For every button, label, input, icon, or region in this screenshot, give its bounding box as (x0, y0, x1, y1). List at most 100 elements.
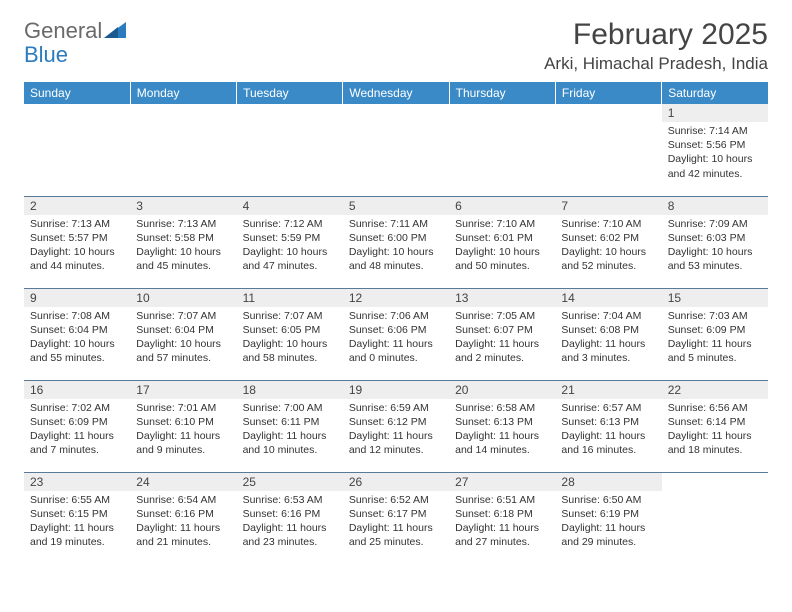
day-details: Sunrise: 7:11 AMSunset: 6:00 PMDaylight:… (343, 215, 449, 278)
calendar-day-cell: 11Sunrise: 7:07 AMSunset: 6:05 PMDayligh… (237, 288, 343, 380)
sunset-line: Sunset: 6:08 PM (561, 323, 655, 337)
calendar-table: SundayMondayTuesdayWednesdayThursdayFrid… (24, 82, 768, 564)
sunrise-line: Sunrise: 7:09 AM (668, 217, 762, 231)
daylight-line: Daylight: 11 hours and 21 minutes. (136, 521, 230, 549)
calendar-day-cell: 12Sunrise: 7:06 AMSunset: 6:06 PMDayligh… (343, 288, 449, 380)
calendar-week-row: 23Sunrise: 6:55 AMSunset: 6:15 PMDayligh… (24, 472, 768, 564)
day-number: 27 (449, 473, 555, 491)
calendar-week-row: 1Sunrise: 7:14 AMSunset: 5:56 PMDaylight… (24, 104, 768, 196)
calendar-day-cell: 14Sunrise: 7:04 AMSunset: 6:08 PMDayligh… (555, 288, 661, 380)
weekday-header-row: SundayMondayTuesdayWednesdayThursdayFrid… (24, 82, 768, 104)
weekday-header: Thursday (449, 82, 555, 104)
day-number: 25 (237, 473, 343, 491)
day-number: 16 (24, 381, 130, 399)
sunset-line: Sunset: 6:05 PM (243, 323, 337, 337)
daylight-line: Daylight: 11 hours and 23 minutes. (243, 521, 337, 549)
calendar-day-cell: 15Sunrise: 7:03 AMSunset: 6:09 PMDayligh… (662, 288, 768, 380)
daylight-line: Daylight: 10 hours and 52 minutes. (561, 245, 655, 273)
sunset-line: Sunset: 6:14 PM (668, 415, 762, 429)
logo-text-general: General (24, 18, 102, 44)
day-details: Sunrise: 7:14 AMSunset: 5:56 PMDaylight:… (662, 122, 768, 185)
calendar-day-cell: 13 Sunrise: 7:05 AMSunset: 6:07 PMDayligh… (449, 288, 555, 380)
daylight-line: Daylight: 11 hours and 0 minutes. (349, 337, 443, 365)
day-number: 20 (449, 381, 555, 399)
sunrise-line: Sunrise: 7:12 AM (243, 217, 337, 231)
day-details: Sunrise: 6:58 AMSunset: 6:13 PMDaylight:… (449, 399, 555, 462)
sunset-line: Sunset: 6:11 PM (243, 415, 337, 429)
day-details: Sunrise: 7:00 AMSunset: 6:11 PMDaylight:… (237, 399, 343, 462)
calendar-day-cell: 17Sunrise: 7:01 AMSunset: 6:10 PMDayligh… (130, 380, 236, 472)
calendar-week-row: 16Sunrise: 7:02 AMSunset: 6:09 PMDayligh… (24, 380, 768, 472)
sunrise-line: Sunrise: 7:05 AM (455, 309, 549, 323)
daylight-line: Daylight: 10 hours and 45 minutes. (136, 245, 230, 273)
calendar-day-cell: 22Sunrise: 6:56 AMSunset: 6:14 PMDayligh… (662, 380, 768, 472)
sunset-line: Sunset: 6:09 PM (30, 415, 124, 429)
daylight-line: Daylight: 11 hours and 2 minutes. (455, 337, 549, 365)
daylight-line: Daylight: 11 hours and 16 minutes. (561, 429, 655, 457)
logo: General (24, 18, 126, 44)
calendar-day-cell: 18Sunrise: 7:00 AMSunset: 6:11 PMDayligh… (237, 380, 343, 472)
calendar-day-cell: 9Sunrise: 7:08 AMSunset: 6:04 PMDaylight… (24, 288, 130, 380)
calendar-day-cell: 5Sunrise: 7:11 AMSunset: 6:00 PMDaylight… (343, 196, 449, 288)
daylight-line: Daylight: 11 hours and 18 minutes. (668, 429, 762, 457)
weekday-header: Monday (130, 82, 236, 104)
day-details: Sunrise: 7:12 AMSunset: 5:59 PMDaylight:… (237, 215, 343, 278)
day-number: 13 (449, 289, 555, 307)
day-number: 23 (24, 473, 130, 491)
weekday-header: Wednesday (343, 82, 449, 104)
calendar-day-cell: 24Sunrise: 6:54 AMSunset: 6:16 PMDayligh… (130, 472, 236, 564)
weekday-header: Saturday (662, 82, 768, 104)
day-number: 6 (449, 197, 555, 215)
day-details: Sunrise: 7:01 AMSunset: 6:10 PMDaylight:… (130, 399, 236, 462)
sunset-line: Sunset: 6:13 PM (561, 415, 655, 429)
day-details: Sunrise: 6:56 AMSunset: 6:14 PMDaylight:… (662, 399, 768, 462)
calendar-day-cell: 4Sunrise: 7:12 AMSunset: 5:59 PMDaylight… (237, 196, 343, 288)
sunset-line: Sunset: 6:12 PM (349, 415, 443, 429)
sunset-line: Sunset: 6:09 PM (668, 323, 762, 337)
sunset-line: Sunset: 6:18 PM (455, 507, 549, 521)
sunset-line: Sunset: 6:07 PM (455, 323, 549, 337)
daylight-line: Daylight: 10 hours and 57 minutes. (136, 337, 230, 365)
calendar-day-cell: 19Sunrise: 6:59 AMSunset: 6:12 PMDayligh… (343, 380, 449, 472)
calendar-day-cell (555, 104, 661, 196)
sunrise-line: Sunrise: 7:11 AM (349, 217, 443, 231)
logo-text-blue: Blue (24, 42, 68, 68)
sunrise-line: Sunrise: 7:14 AM (668, 124, 762, 138)
day-details: Sunrise: 7:06 AMSunset: 6:06 PMDaylight:… (343, 307, 449, 370)
day-details: Sunrise: 6:51 AMSunset: 6:18 PMDaylight:… (449, 491, 555, 554)
calendar-day-cell: 6Sunrise: 7:10 AMSunset: 6:01 PMDaylight… (449, 196, 555, 288)
sunrise-line: Sunrise: 7:06 AM (349, 309, 443, 323)
day-details: Sunrise: 6:50 AMSunset: 6:19 PMDaylight:… (555, 491, 661, 554)
daylight-line: Daylight: 10 hours and 48 minutes. (349, 245, 443, 273)
day-details: Sunrise: 6:55 AMSunset: 6:15 PMDaylight:… (24, 491, 130, 554)
daylight-line: Daylight: 11 hours and 9 minutes. (136, 429, 230, 457)
daylight-line: Daylight: 10 hours and 47 minutes. (243, 245, 337, 273)
day-number: 18 (237, 381, 343, 399)
sunset-line: Sunset: 6:16 PM (136, 507, 230, 521)
sunrise-line: Sunrise: 6:58 AM (455, 401, 549, 415)
calendar-day-cell (24, 104, 130, 196)
calendar-day-cell: 10Sunrise: 7:07 AMSunset: 6:04 PMDayligh… (130, 288, 236, 380)
sunrise-line: Sunrise: 7:07 AM (136, 309, 230, 323)
sunrise-line: Sunrise: 6:50 AM (561, 493, 655, 507)
sunrise-line: Sunrise: 7:00 AM (243, 401, 337, 415)
sunset-line: Sunset: 6:02 PM (561, 231, 655, 245)
weekday-header: Tuesday (237, 82, 343, 104)
daylight-line: Daylight: 11 hours and 25 minutes. (349, 521, 443, 549)
calendar-day-cell (449, 104, 555, 196)
sunset-line: Sunset: 6:01 PM (455, 231, 549, 245)
sunrise-line: Sunrise: 6:57 AM (561, 401, 655, 415)
sunset-line: Sunset: 5:56 PM (668, 138, 762, 152)
sunrise-line: Sunrise: 7:08 AM (30, 309, 124, 323)
daylight-line: Daylight: 10 hours and 58 minutes. (243, 337, 337, 365)
sunset-line: Sunset: 5:57 PM (30, 231, 124, 245)
day-number: 26 (343, 473, 449, 491)
sunset-line: Sunset: 6:06 PM (349, 323, 443, 337)
day-number: 11 (237, 289, 343, 307)
day-details: Sunrise: 6:57 AMSunset: 6:13 PMDaylight:… (555, 399, 661, 462)
calendar-body: 1Sunrise: 7:14 AMSunset: 5:56 PMDaylight… (24, 104, 768, 564)
calendar-day-cell: 1Sunrise: 7:14 AMSunset: 5:56 PMDaylight… (662, 104, 768, 196)
sunrise-line: Sunrise: 6:51 AM (455, 493, 549, 507)
day-number: 8 (662, 197, 768, 215)
sunrise-line: Sunrise: 6:53 AM (243, 493, 337, 507)
